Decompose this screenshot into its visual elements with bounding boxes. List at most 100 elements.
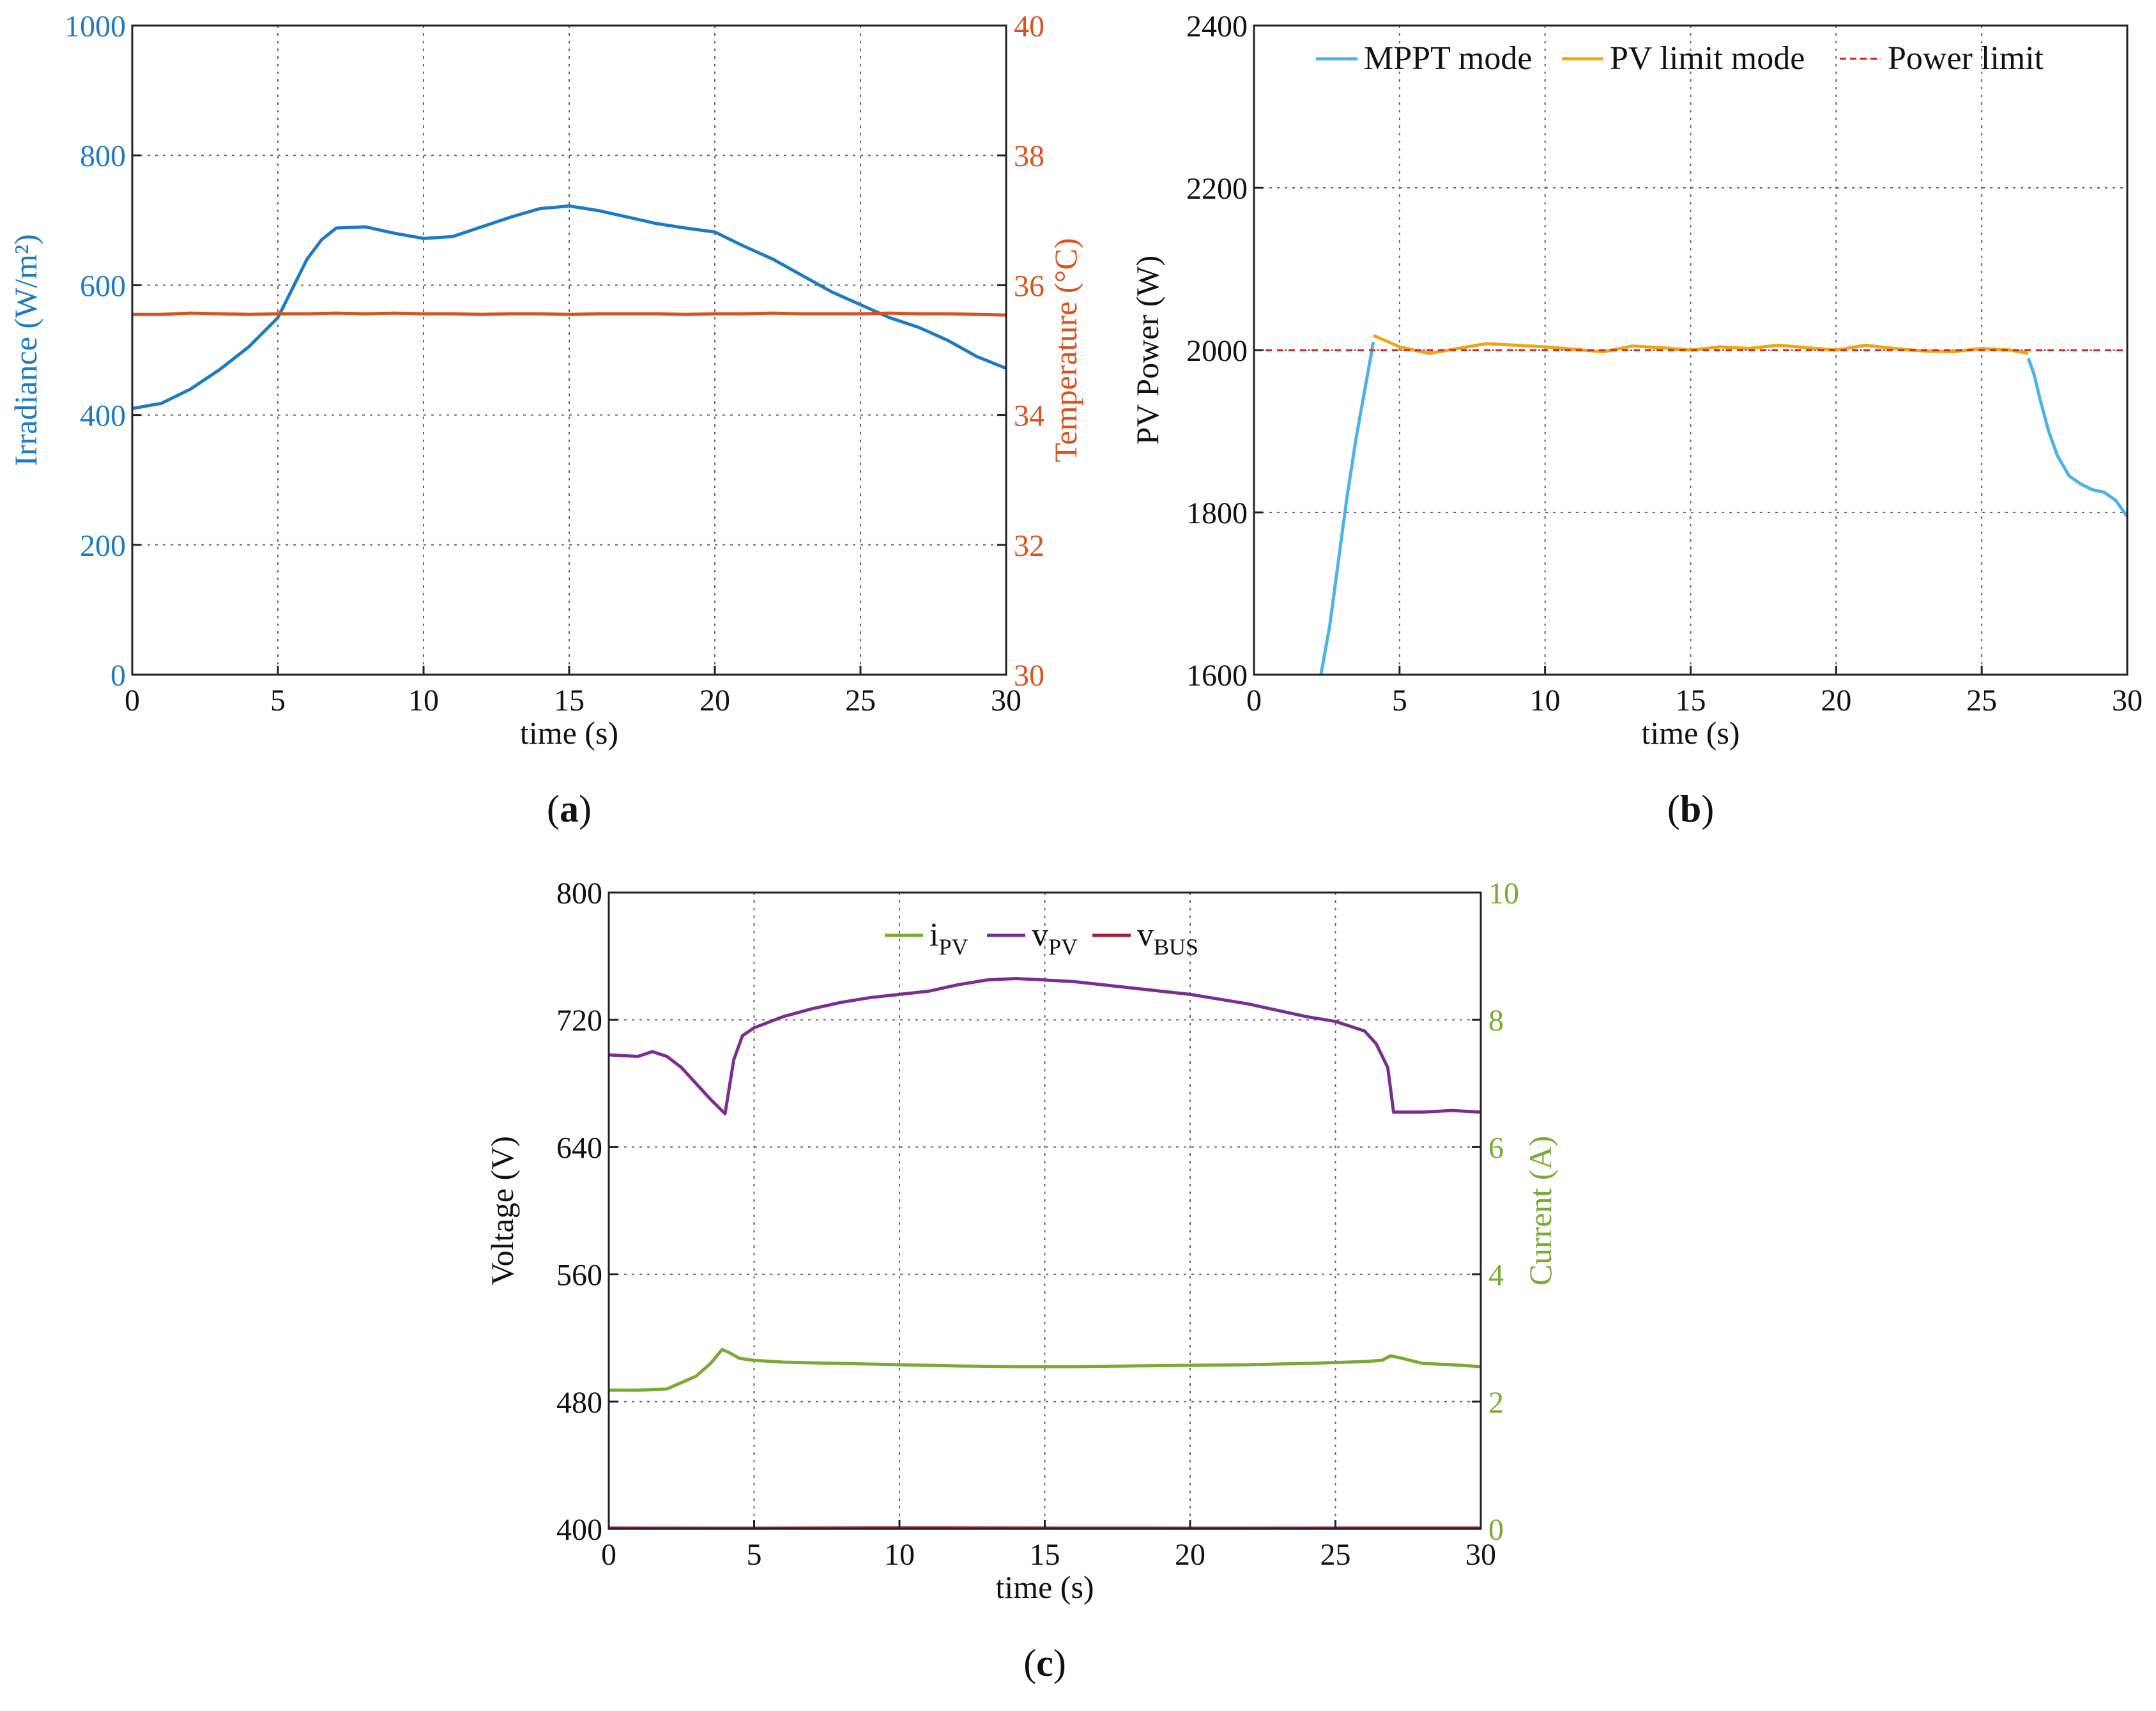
- x-tick-label: 20: [700, 684, 730, 717]
- x-tick-label: 0: [601, 1538, 616, 1572]
- chart-c-x-ticks: 0 5 10 15 20 25 30: [601, 1520, 1496, 1572]
- chart-b-caption-letter: b: [1680, 788, 1701, 830]
- y-tick-label: 2000: [1186, 334, 1248, 368]
- chart-a-x-label: time (s): [520, 715, 618, 751]
- y-tick-label: 640: [556, 1131, 602, 1165]
- series-line-ipv: [609, 1347, 1481, 1392]
- x-tick-label: 0: [125, 684, 140, 717]
- chart-c-frame: [608, 891, 1482, 1530]
- y-tick-label: 1600: [1186, 659, 1248, 693]
- x-tick-label: 10: [408, 684, 439, 717]
- chart-a-x-ticks: 0 5 10 15 20 25 30: [125, 666, 1021, 717]
- chart-b-x-label: time (s): [1641, 715, 1739, 751]
- chart-c-grid: [609, 893, 1481, 1529]
- legend-label-ipv-sub: PV: [938, 934, 968, 960]
- chart-c-caption: (c): [1023, 1642, 1066, 1684]
- y-tick-label: 2400: [1186, 10, 1248, 43]
- series-line-mppt-mode: [1319, 341, 1375, 675]
- y-tick-label: 1000: [65, 10, 126, 43]
- chart-a-y-label: Irradiance (W/m²): [8, 234, 43, 466]
- chart-a-series: [132, 204, 1007, 410]
- y-tick-label-right: 36: [1014, 269, 1044, 303]
- chart-c-x-label: time (s): [995, 1569, 1094, 1605]
- y-tick-label-right: 30: [1014, 659, 1044, 693]
- chart-c-y-ticks: 400 480 560 640 720 800: [556, 877, 618, 1547]
- x-tick-label: 30: [1465, 1538, 1496, 1572]
- y-tick-label-right: 38: [1014, 139, 1044, 173]
- x-tick-label: 10: [884, 1538, 915, 1572]
- y-tick-label: 480: [556, 1386, 602, 1420]
- chart-a-grid: [132, 26, 1006, 675]
- x-tick-label: 30: [2112, 684, 2143, 717]
- legend-label-vbus: vBUS: [1137, 917, 1198, 960]
- chart-b-legend: MPPT mode PV limit mode Power limit: [1316, 40, 2044, 77]
- series-line-temperature: [132, 311, 1007, 317]
- legend-label-pv-limit: PV limit mode: [1610, 40, 1805, 77]
- x-tick-label: 0: [1246, 684, 1262, 717]
- legend-label-mppt: MPPT mode: [1364, 40, 1532, 77]
- y-tick-label: 720: [556, 1004, 602, 1038]
- chart-c-caption-letter: c: [1036, 1642, 1053, 1684]
- y-tick-label: 800: [556, 877, 602, 910]
- y-tick-label-right: 0: [1488, 1513, 1504, 1547]
- y-tick-label-right: 10: [1488, 877, 1519, 910]
- y-tick-label-right: 4: [1488, 1259, 1504, 1293]
- legend-label-vpv: vPV: [1032, 917, 1078, 960]
- y-tick-label-right: 34: [1014, 399, 1044, 433]
- x-tick-label: 20: [1175, 1538, 1205, 1572]
- y-tick-label: 1800: [1186, 496, 1248, 530]
- y-tick-label: 560: [556, 1259, 602, 1293]
- chart-b-x-ticks: 0 5 10 15 20 25 30: [1246, 666, 2143, 717]
- series-line-vpv: [608, 977, 1481, 1116]
- y-tick-label: 2200: [1186, 172, 1248, 206]
- x-tick-label: 15: [1676, 684, 1706, 717]
- chart-pv-power: 0 5 10 15 20 25 30 1600 1800 2000 2200 2400 time (…: [1129, 10, 2143, 830]
- chart-c-y-ticks-right: 0 2 4 6 8 10: [1472, 877, 1519, 1547]
- y-tick-label: 600: [80, 269, 126, 303]
- chart-b-series: [1254, 334, 2129, 675]
- y-tick-label-right: 2: [1488, 1386, 1504, 1420]
- series-line-mppt-mode-end: [2026, 357, 2129, 518]
- x-tick-label: 5: [1392, 684, 1407, 717]
- chart-a-caption: (a): [547, 788, 592, 830]
- chart-a-y-label-right: Temperature (°C): [1048, 238, 1083, 462]
- y-tick-label: 400: [556, 1513, 602, 1547]
- x-tick-label: 25: [1966, 684, 1997, 717]
- legend-label-power-limit: Power limit: [1888, 40, 2044, 77]
- chart-c-y-label: Voltage (V): [484, 1136, 520, 1285]
- x-tick-label: 5: [747, 1538, 762, 1572]
- chart-a-y-ticks: 0 200 400 600 800 1000: [65, 10, 141, 693]
- chart-b-y-label: PV Power (W): [1129, 256, 1165, 445]
- x-tick-label: 20: [1821, 684, 1851, 717]
- x-tick-label: 5: [270, 684, 286, 717]
- chart-b-y-ticks: 1600 1800 2000 2200 2400: [1186, 10, 1263, 693]
- x-tick-label: 15: [1030, 1538, 1060, 1572]
- y-tick-label-right: 6: [1488, 1131, 1504, 1165]
- legend-label-ipv-main: i: [929, 917, 938, 953]
- legend-label-vbus-sub: BUS: [1154, 934, 1198, 960]
- y-tick-label: 800: [80, 139, 126, 173]
- y-tick-label-right: 32: [1014, 529, 1044, 563]
- legend-label-vpv-sub: PV: [1048, 934, 1078, 960]
- x-tick-label: 25: [1320, 1538, 1351, 1572]
- chart-a-caption-letter: a: [560, 788, 579, 830]
- chart-c-legend: iPV vPV vBUS: [885, 917, 1198, 960]
- legend-label-ipv: iPV: [929, 917, 968, 960]
- chart-a-y-ticks-right: 30 32 34 36 38 40: [997, 10, 1044, 693]
- chart-b-caption: (b): [1667, 788, 1714, 830]
- legend-label-vpv-main: v: [1032, 917, 1048, 953]
- x-tick-label: 10: [1530, 684, 1561, 717]
- y-tick-label-right: 8: [1488, 1004, 1504, 1038]
- y-tick-label: 0: [111, 659, 126, 693]
- legend-label-vbus-main: v: [1137, 917, 1154, 953]
- x-tick-label: 30: [991, 684, 1021, 717]
- y-tick-label: 400: [80, 399, 126, 433]
- series-line-irradiance: [132, 204, 1007, 410]
- x-tick-label: 25: [845, 684, 876, 717]
- x-tick-label: 15: [554, 684, 585, 717]
- y-tick-label: 200: [80, 529, 126, 563]
- y-tick-label-right: 40: [1014, 10, 1044, 43]
